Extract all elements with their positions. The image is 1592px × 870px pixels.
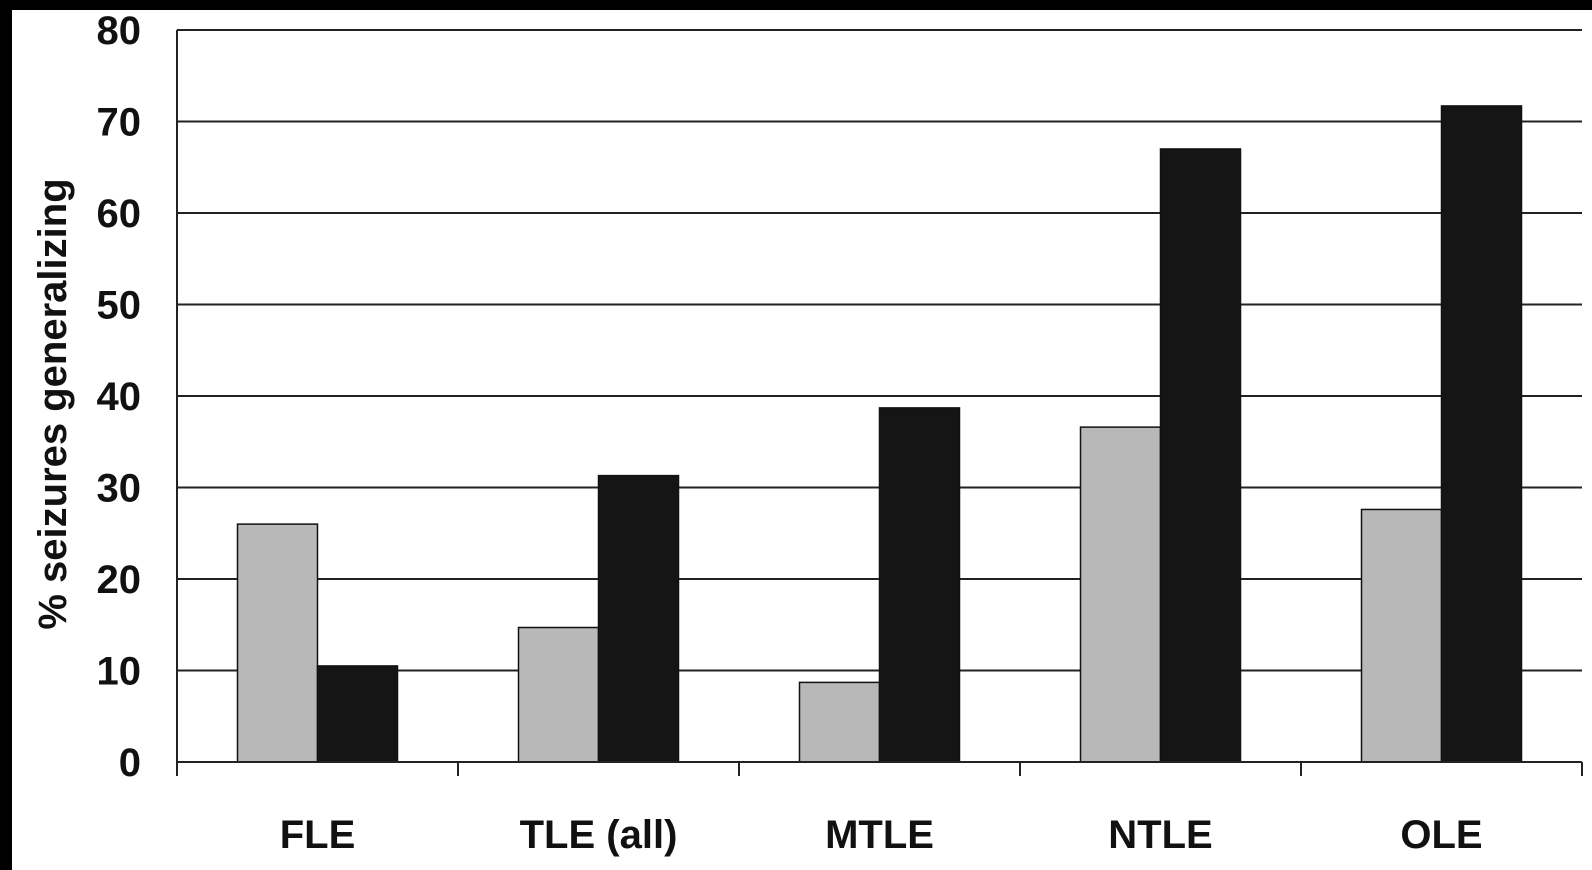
axes <box>176 30 1583 776</box>
bar <box>517 626 600 763</box>
bars <box>236 105 1523 763</box>
y-tick-label: 70 <box>97 101 142 145</box>
y-axis-title: % seizures generalizing <box>31 178 75 629</box>
y-tick-label: 20 <box>97 558 142 602</box>
bar <box>1360 508 1443 763</box>
y-tick-label: 10 <box>97 650 142 694</box>
y-tick-label: 0 <box>119 741 141 785</box>
bar <box>597 474 680 763</box>
bar <box>1159 148 1242 763</box>
category-label: OLE <box>1400 813 1482 857</box>
bar-chart: 0 10 20 30 40 50 60 70 80 FLE TLE (all) MTLE NTLE OL… <box>31 10 1583 857</box>
bar <box>798 681 881 763</box>
bar <box>1440 105 1523 763</box>
category-labels: FLE TLE (all) MTLE NTLE OLE <box>280 813 1483 857</box>
y-tick-label: 60 <box>97 192 142 236</box>
category-label: TLE (all) <box>520 813 678 857</box>
category-label: FLE <box>280 813 356 857</box>
y-tick-labels: 0 10 20 30 40 50 60 70 80 <box>97 10 142 785</box>
bar <box>1079 426 1162 763</box>
bar <box>236 523 319 763</box>
y-tick-label: 40 <box>97 375 142 419</box>
y-tick-label: 50 <box>97 284 142 328</box>
y-tick-label: 80 <box>97 10 142 53</box>
chart-frame: 0 10 20 30 40 50 60 70 80 FLE TLE (all) MTLE NTLE OL… <box>12 10 1592 870</box>
y-tick-label: 30 <box>97 467 142 511</box>
bar <box>316 665 399 763</box>
category-label: MTLE <box>825 813 934 857</box>
bar <box>878 407 961 763</box>
category-label: NTLE <box>1108 813 1212 857</box>
